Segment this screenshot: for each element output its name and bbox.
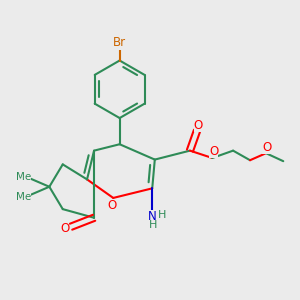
Text: H: H <box>149 220 157 230</box>
Text: O: O <box>262 141 271 154</box>
Text: Br: Br <box>113 36 126 50</box>
Text: N: N <box>148 210 157 223</box>
Text: Me: Me <box>16 172 32 182</box>
Text: O: O <box>60 222 69 235</box>
Text: H: H <box>158 210 166 220</box>
Text: O: O <box>209 145 218 158</box>
Text: Me: Me <box>16 192 32 202</box>
Text: O: O <box>194 118 203 132</box>
Text: O: O <box>108 200 117 212</box>
